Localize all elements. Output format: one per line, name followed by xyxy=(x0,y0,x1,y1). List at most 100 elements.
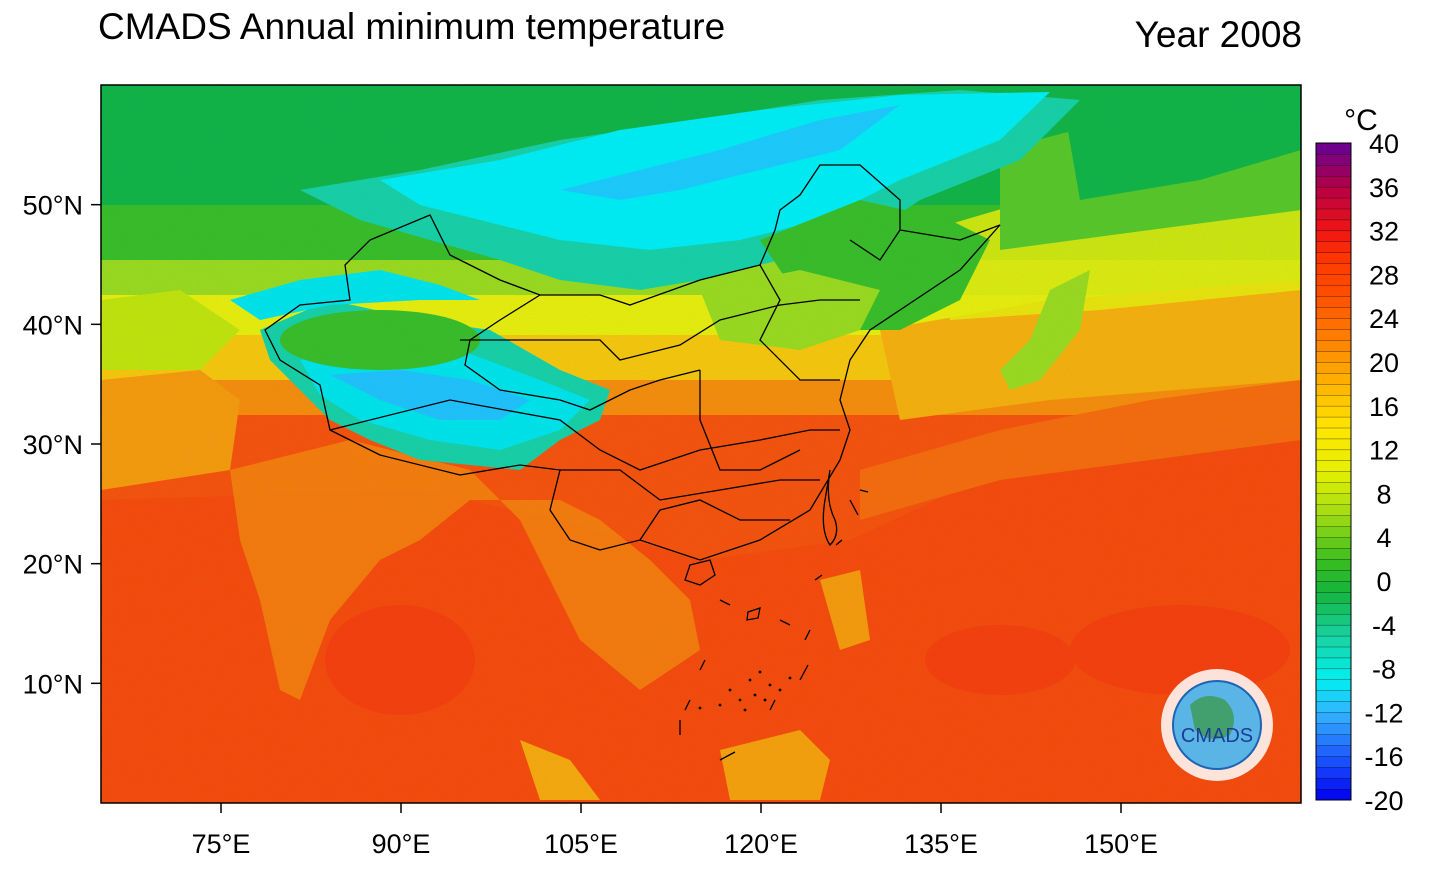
colorbar-swatch xyxy=(1315,350,1352,363)
colorbar-label: -12 xyxy=(1364,698,1403,728)
colorbar-swatch xyxy=(1315,449,1352,462)
colorbar-swatch xyxy=(1315,767,1352,779)
colorbar-swatch xyxy=(1315,646,1352,659)
colorbar-label: 24 xyxy=(1369,304,1399,334)
colorbar-swatch xyxy=(1315,602,1352,615)
colorbar-label: 20 xyxy=(1369,348,1399,378)
colorbar-swatch xyxy=(1315,383,1352,396)
colorbar-swatch xyxy=(1315,438,1352,451)
cmads-logo: CMADS xyxy=(1161,669,1273,781)
colorbar-swatch xyxy=(1315,208,1352,221)
map-subtitle: Year 2008 xyxy=(1134,14,1302,55)
colorbar-label: -16 xyxy=(1364,742,1403,772)
lon-tick-label: 150°E xyxy=(1084,829,1158,859)
lon-tick-label: 75°E xyxy=(192,829,251,859)
temperature-field xyxy=(101,85,1301,803)
colorbar-swatch xyxy=(1315,624,1352,637)
colorbar-swatch xyxy=(1315,471,1352,483)
colorbar-swatch xyxy=(1315,230,1352,243)
lon-tick-label: 90°E xyxy=(372,829,431,859)
colorbar-swatch xyxy=(1315,548,1352,560)
colorbar-swatch xyxy=(1315,142,1352,155)
colorbar-swatch xyxy=(1315,394,1352,407)
colorbar-swatch xyxy=(1315,153,1352,166)
colorbar-label: -4 xyxy=(1372,611,1396,641)
lon-tick-label: 105°E xyxy=(544,829,618,859)
colorbar-unit: °C xyxy=(1344,104,1378,137)
colorbar-label: 4 xyxy=(1376,523,1391,553)
colorbar-swatch xyxy=(1315,777,1352,790)
colorbar-swatch xyxy=(1315,241,1352,253)
colorbar-swatch xyxy=(1315,164,1352,177)
colorbar-swatch xyxy=(1315,482,1352,494)
colorbar-label: 12 xyxy=(1369,436,1399,466)
colorbar-swatch xyxy=(1315,416,1352,429)
colorbar-swatch xyxy=(1315,186,1352,199)
colorbar-swatch xyxy=(1315,328,1352,341)
colorbar-swatch xyxy=(1315,372,1352,385)
lat-tick-label: 40°N xyxy=(23,310,83,340)
lat-tick-label: 50°N xyxy=(23,191,83,221)
colorbar-swatch xyxy=(1315,285,1352,297)
colorbar-swatch xyxy=(1315,635,1352,648)
colorbar-label: 32 xyxy=(1369,217,1399,247)
colorbar-swatch xyxy=(1315,252,1352,264)
colorbar-swatch xyxy=(1315,175,1352,188)
colorbar-swatch xyxy=(1315,339,1352,352)
colorbar-swatch xyxy=(1315,296,1352,308)
colorbar-swatch xyxy=(1315,427,1352,440)
colorbar-swatch xyxy=(1315,712,1352,724)
colorbar-swatch xyxy=(1315,690,1352,702)
lon-tick-label: 120°E xyxy=(724,829,798,859)
longitude-axis: 75°E 90°E 105°E 120°E 135°E 150°E xyxy=(192,803,1158,859)
colorbar-label: 40 xyxy=(1369,129,1399,159)
colorbar-swatch xyxy=(1315,591,1352,604)
colorbar-swatch xyxy=(1315,657,1352,670)
colorbar-swatch xyxy=(1315,745,1352,757)
map-title: CMADS Annual minimum temperature xyxy=(98,6,726,47)
colorbar-label: 8 xyxy=(1376,479,1391,509)
colorbar-swatch xyxy=(1315,526,1352,538)
island-dots xyxy=(698,670,792,712)
colorbar-swatch xyxy=(1315,493,1352,505)
country-borders xyxy=(264,164,1001,761)
colorbar-swatch xyxy=(1315,197,1352,210)
colorbar-swatch xyxy=(1315,756,1352,768)
colorbar-swatch xyxy=(1315,515,1352,527)
colorbar-swatch xyxy=(1315,580,1352,593)
lon-tick-label: 135°E xyxy=(904,829,978,859)
colorbar-swatch xyxy=(1315,537,1352,549)
colorbar-swatch xyxy=(1315,558,1352,571)
colorbar-swatch xyxy=(1315,361,1352,374)
colorbar-swatch xyxy=(1315,307,1352,319)
colorbar-swatch xyxy=(1315,613,1352,626)
colorbar-swatch xyxy=(1315,569,1352,582)
colorbar-label: 28 xyxy=(1369,260,1399,290)
colorbar-swatch xyxy=(1315,405,1352,418)
colorbar-label: -20 xyxy=(1364,786,1403,816)
colorbar-label: 16 xyxy=(1369,392,1399,422)
colorbar-swatch xyxy=(1315,679,1352,691)
colorbar-swatch xyxy=(1315,504,1352,516)
colorbar-swatch xyxy=(1315,701,1352,713)
logo-text: CMADS xyxy=(1181,725,1253,747)
colorbar-swatch xyxy=(1315,723,1352,735)
lat-tick-label: 10°N xyxy=(23,669,83,699)
lat-tick-label: 30°N xyxy=(23,430,83,460)
colorbar-frame xyxy=(1315,142,1352,801)
colorbar-label: -8 xyxy=(1372,655,1396,685)
colorbar-swatch xyxy=(1315,263,1352,275)
colorbar-swatch xyxy=(1315,788,1352,801)
colorbar-swatch xyxy=(1315,734,1352,746)
colorbar-label: 0 xyxy=(1376,567,1391,597)
colorbar-swatch xyxy=(1315,460,1352,472)
lat-tick-label: 20°N xyxy=(23,550,83,580)
colorbar-swatch xyxy=(1315,318,1352,330)
latitude-axis: 10°N 20°N 30°N 40°N 50°N xyxy=(23,191,101,699)
colorbar-swatch xyxy=(1315,274,1352,286)
colorbar-swatch xyxy=(1315,219,1352,232)
colorbar-label: 36 xyxy=(1369,173,1399,203)
colorbar-swatch xyxy=(1315,668,1352,680)
